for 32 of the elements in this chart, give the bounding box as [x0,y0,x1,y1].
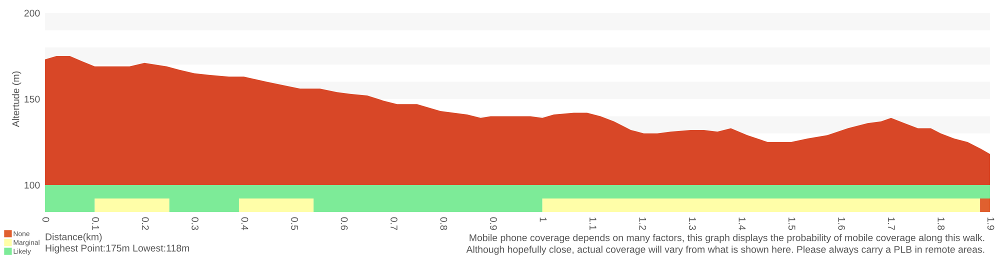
x-tick-label: 1.7 [888,218,895,230]
x-tick-label: 1.9 [987,218,994,230]
x-tick-label: 1.1 [590,218,596,230]
x-tick-label: 1.6 [838,218,846,230]
bar [980,198,990,212]
x-tick-label: 1 [540,218,547,222]
x-tick-label: 0.8 [440,217,448,230]
x-tick-label: 0.3 [192,217,198,230]
x-tick-label: 1.8 [938,218,945,230]
bar [542,198,980,212]
x-axis-title: Distance(km) [46,233,102,242]
y-axis-title: Altertude (m) [12,72,22,128]
y-tick-label: 200 [24,10,40,17]
x-tick-label: 1.4 [738,218,746,230]
x-tick-label: 0 [42,217,50,222]
x-tick-label: 1.3 [688,218,696,230]
text: Highest Point:175m Lowest:118m [46,244,190,254]
x-tick-label: 0.9 [490,217,497,230]
x-tick-label: 0.6 [340,217,348,230]
x-tick-label: 1.5 [788,218,796,230]
x-tick-label: 0.2 [142,217,149,230]
x-tick-label: 0.4 [241,217,248,230]
y-tick-label: 150 [24,96,40,103]
text: Although hopefully close, actual coverage will vary from what is shown here. Please always carry a PLB in remote areas. [466,246,984,255]
y-tick-label: 100 [24,182,40,189]
bar [238,198,314,212]
x-tick-label: 0.1 [92,217,100,230]
x-tick-label: 0.7 [390,217,398,230]
text: Mobile phone coverage depends on many factors, this graph displays the probability of mobile coverage along this walk. [470,234,984,244]
bar [94,198,170,212]
x-tick-label: 0.5 [291,217,298,230]
x-tick-label: 1.2 [639,218,646,230]
